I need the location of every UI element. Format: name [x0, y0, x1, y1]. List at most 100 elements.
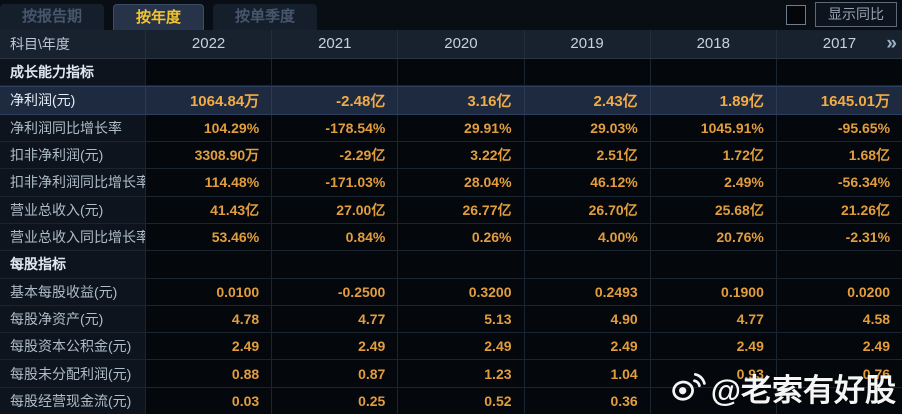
cell-value: 1064.84万 — [145, 87, 272, 114]
cell-value — [271, 59, 398, 86]
period-tabbar: 按报告期 按年度 按单季度 显示同比 — [0, 0, 902, 30]
cell-value: 0.88 — [145, 360, 272, 387]
year-column-header: 2017 — [775, 30, 902, 58]
cell-value: -2.29亿 — [271, 141, 398, 169]
cell-value: 0.0200 — [775, 278, 902, 305]
cell-value: 2.49 — [775, 333, 902, 360]
cell-value: 0.93 — [649, 360, 776, 387]
cell-value: 2.49% — [649, 169, 776, 196]
row-label: 每股指标 — [0, 251, 145, 278]
cell-value: 4.58 — [775, 305, 902, 333]
row-label: 每股净资产(元) — [0, 305, 145, 333]
table-row[interactable]: 净利润(元) 1064.84万 -2.48亿 3.16亿 2.43亿 1.89亿 1645… — [0, 86, 902, 115]
cell-value: 1.68亿 — [775, 141, 902, 169]
tab-by-single-quarter[interactable]: 按单季度 — [213, 4, 318, 30]
cell-value: 0.76 — [775, 360, 902, 387]
cell-value — [271, 251, 398, 278]
tab-by-report-period[interactable]: 按报告期 — [0, 4, 105, 30]
year-column-header: 2020 — [397, 30, 523, 58]
cell-value: 3308.90万 — [145, 141, 272, 169]
cell-value: 2.43亿 — [523, 87, 650, 114]
table-row[interactable]: 基本每股收益(元) 0.0100 -0.2500 0.3200 0.2493 0.190… — [0, 278, 902, 306]
cell-value: 1.23 — [397, 360, 524, 387]
cell-value: 1.72亿 — [649, 141, 776, 169]
table-row[interactable]: 每股指标 — [0, 251, 902, 279]
cell-value: 0.03 — [145, 387, 272, 414]
table-row[interactable]: 每股经营现金流(元) 0.03 0.25 0.52 0.36 — [0, 387, 902, 414]
cell-value: 4.90 — [523, 305, 650, 333]
cell-value — [649, 251, 776, 278]
cell-value: 0.3200 — [397, 278, 524, 305]
cell-value: 0.0100 — [145, 278, 272, 305]
cell-value: 46.12% — [523, 169, 650, 196]
cell-value: 114.48% — [145, 169, 272, 196]
cell-value: 21.26亿 — [775, 196, 902, 223]
cell-value: 0.1900 — [649, 278, 776, 305]
row-label: 每股资本公积金(元) — [0, 333, 145, 360]
cell-value: -178.54% — [271, 114, 398, 141]
table-row[interactable]: 营业总收入同比增长率 53.46% 0.84% 0.26% 4.00% 20.76% -2… — [0, 223, 902, 252]
row-label: 扣非净利润同比增长率 — [0, 169, 145, 196]
cell-value: 25.68亿 — [649, 196, 776, 223]
show-yoy-checkbox[interactable] — [786, 4, 806, 25]
cell-value — [775, 59, 902, 86]
row-label: 净利润(元) — [0, 87, 145, 114]
cell-value: 20.76% — [649, 223, 776, 251]
row-label: 每股未分配利润(元) — [0, 360, 145, 387]
cell-value: 4.77 — [271, 305, 398, 333]
row-label: 营业总收入(元) — [0, 196, 145, 223]
cell-value: 0.25 — [271, 387, 398, 414]
cell-value: 28.04% — [397, 169, 524, 196]
more-years-icon[interactable]: » — [886, 33, 897, 54]
cell-value: 1645.01万 — [775, 87, 902, 114]
cell-value: 2.49 — [145, 333, 272, 360]
table-row[interactable]: 成长能力指标 — [0, 59, 902, 87]
table-row[interactable]: 营业总收入(元) 41.43亿 27.00亿 26.77亿 26.70亿 25.68亿 2… — [0, 196, 902, 224]
cell-value: 29.03% — [523, 114, 650, 141]
table-row[interactable]: 净利润同比增长率 104.29% -178.54% 29.91% 29.03% 1045… — [0, 114, 902, 142]
cell-value — [145, 251, 272, 278]
table-body: 成长能力指标 净利润(元) 1064.84万 -2.48亿 3.16亿 2.43亿 1.… — [0, 59, 902, 414]
year-column-header: 2021 — [271, 30, 397, 58]
cell-value: -171.03% — [271, 169, 398, 196]
cell-value — [523, 59, 650, 86]
cell-value — [649, 59, 776, 86]
year-column-header: 2018 — [649, 30, 776, 58]
cell-value: 4.77 — [649, 305, 776, 333]
cell-value: 26.77亿 — [397, 196, 524, 223]
table-row[interactable]: 扣非净利润同比增长率 114.48% -171.03% 28.04% 46.12% 2.… — [0, 169, 902, 197]
year-column-header: 2019 — [523, 30, 650, 58]
corner-header: 科目\年度 — [10, 36, 70, 52]
cell-value — [775, 387, 902, 414]
cell-value: 26.70亿 — [523, 196, 650, 223]
show-yoy-button[interactable]: 显示同比 — [815, 2, 897, 27]
cell-value: -0.2500 — [271, 278, 398, 305]
cell-value — [145, 59, 272, 86]
table-header-row: 科目\年度 2022 2021 2020 2019 2018 2017» — [0, 30, 902, 59]
cell-value: 104.29% — [145, 114, 272, 141]
year-column-header: 2022 — [145, 30, 271, 58]
cell-value: 2.49 — [523, 333, 650, 360]
cell-value: 0.26% — [397, 223, 524, 251]
tab-by-year[interactable]: 按年度 — [113, 4, 205, 30]
row-label: 营业总收入同比增长率 — [0, 223, 145, 251]
table-row[interactable]: 扣非净利润(元) 3308.90万 -2.29亿 3.22亿 2.51亿 1.72亿 1.… — [0, 141, 902, 170]
cell-value: 1.89亿 — [649, 87, 776, 114]
row-label: 每股经营现金流(元) — [0, 387, 145, 414]
cell-value: -2.48亿 — [271, 87, 398, 114]
cell-value: 3.22亿 — [397, 141, 524, 169]
cell-value: -56.34% — [775, 169, 902, 196]
cell-value: -2.31% — [775, 223, 902, 251]
cell-value: 2.49 — [397, 333, 524, 360]
cell-value — [397, 251, 524, 278]
table-row[interactable]: 每股资本公积金(元) 2.49 2.49 2.49 2.49 2.49 2.49 — [0, 333, 902, 361]
cell-value: -95.65% — [775, 114, 902, 141]
cell-value: 53.46% — [145, 223, 272, 251]
cell-value: 2.49 — [649, 333, 776, 360]
table-row[interactable]: 每股净资产(元) 4.78 4.77 5.13 4.90 4.77 4.58 — [0, 305, 902, 334]
cell-value: 29.91% — [397, 114, 524, 141]
cell-value: 41.43亿 — [145, 196, 272, 223]
cell-value: 1045.91% — [649, 114, 776, 141]
table-row[interactable]: 每股未分配利润(元) 0.88 0.87 1.23 1.04 0.93 0.76 — [0, 360, 902, 388]
